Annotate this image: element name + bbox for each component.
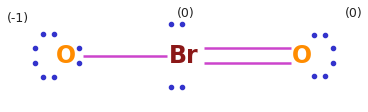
Text: Br: Br [169, 44, 199, 68]
Text: (-1): (-1) [7, 11, 29, 24]
Text: O: O [56, 44, 76, 68]
Text: (0): (0) [345, 7, 362, 20]
Text: (0): (0) [177, 7, 195, 20]
Text: O: O [292, 44, 312, 68]
